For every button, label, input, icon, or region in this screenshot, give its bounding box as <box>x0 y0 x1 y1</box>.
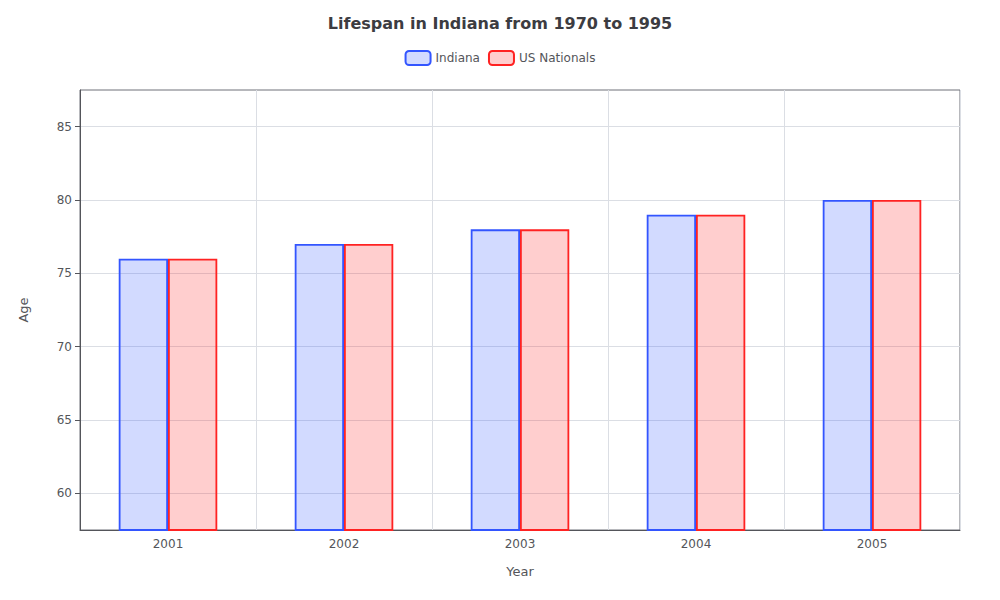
svg-text:2005: 2005 <box>857 537 888 551</box>
svg-text:US Nationals: US Nationals <box>519 51 595 65</box>
svg-text:2002: 2002 <box>329 537 360 551</box>
svg-text:80: 80 <box>57 193 72 207</box>
svg-text:Indiana: Indiana <box>436 51 480 65</box>
svg-text:75: 75 <box>57 266 72 280</box>
svg-text:60: 60 <box>57 486 72 500</box>
svg-text:Lifespan in Indiana from 1970: Lifespan in Indiana from 1970 to 1995 <box>328 14 672 33</box>
svg-text:65: 65 <box>57 413 72 427</box>
svg-text:70: 70 <box>57 340 72 354</box>
svg-text:2004: 2004 <box>681 537 712 551</box>
svg-text:Year: Year <box>505 564 534 579</box>
svg-text:85: 85 <box>57 120 72 134</box>
svg-text:2003: 2003 <box>505 537 536 551</box>
svg-text:Age: Age <box>16 297 31 322</box>
svg-text:2001: 2001 <box>153 537 184 551</box>
